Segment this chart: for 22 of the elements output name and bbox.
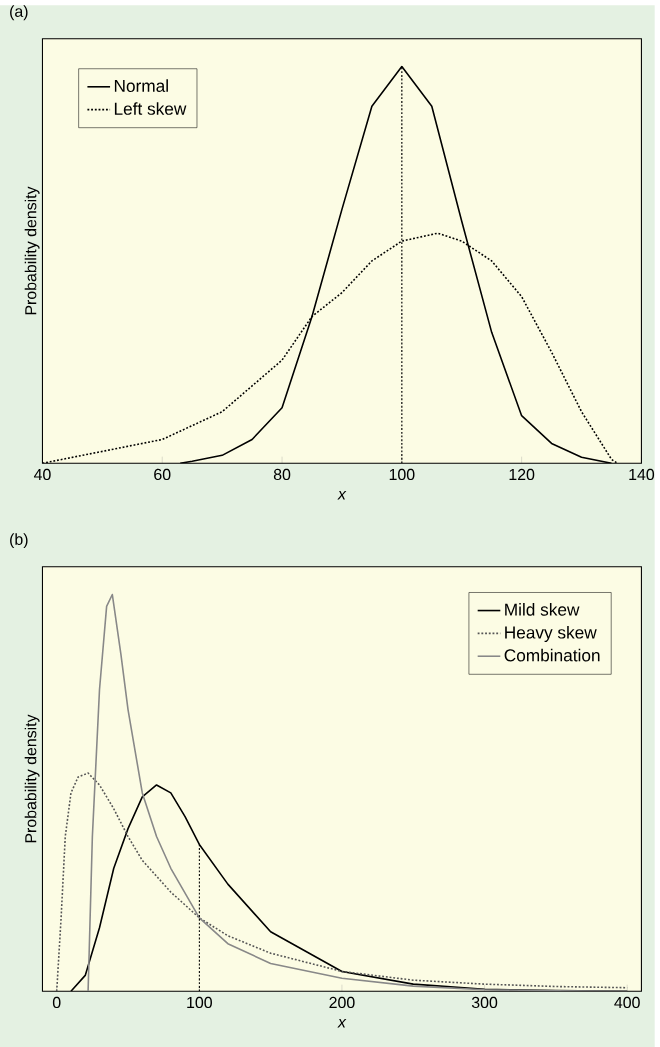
x-tick-label: 100	[187, 996, 212, 1009]
y-axis-title: Probability density	[24, 714, 40, 843]
legend-label: Normal	[114, 79, 168, 93]
x-tick-label: 80	[273, 468, 291, 481]
legend-label: Left skew	[114, 102, 187, 115]
x-tick-label: 60	[154, 468, 171, 481]
legend-label: Mild skew	[505, 603, 580, 616]
x-tick-label: 400	[614, 996, 640, 1009]
x-tick-label: 40	[33, 468, 51, 481]
x-tick-label: 200	[329, 996, 355, 1009]
x-tick-label: 300	[471, 996, 498, 1009]
chart-title: (b)	[10, 533, 28, 549]
x-axis-title: x	[337, 1019, 347, 1028]
x-axis-title: x	[337, 491, 347, 500]
x-tick-label: 0	[52, 996, 61, 1009]
x-tick-label: 120	[509, 468, 535, 481]
y-axis-title: Probability density	[24, 186, 40, 315]
x-tick-label: 140	[629, 468, 655, 481]
legend-label: Combination	[504, 648, 600, 662]
chart-title: (a)	[10, 5, 28, 21]
x-tick-label: 100	[389, 468, 415, 481]
legend-label: Heavy skew	[505, 625, 597, 643]
